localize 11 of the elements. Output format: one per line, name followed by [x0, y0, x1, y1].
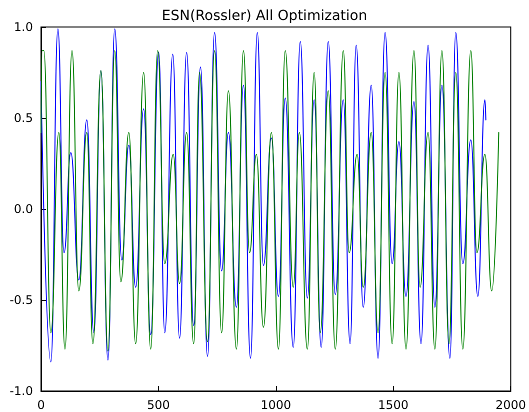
- y-tick-label: 0.0: [14, 202, 33, 216]
- y-tick-label: -1.0: [10, 384, 33, 398]
- y-tick-label: 0.5: [14, 111, 33, 125]
- x-tick-label: 1500: [378, 398, 409, 412]
- y-tick-label: -0.5: [10, 293, 33, 307]
- x-tick-label: 0: [37, 398, 45, 412]
- x-tick-label: 500: [146, 398, 170, 412]
- x-tick-label: 1000: [260, 398, 292, 412]
- chart-title: ESN(Rossler) All Optimization: [162, 8, 368, 24]
- x-tick-label: 2000: [495, 398, 526, 412]
- y-tick-label: 1.0: [14, 20, 33, 34]
